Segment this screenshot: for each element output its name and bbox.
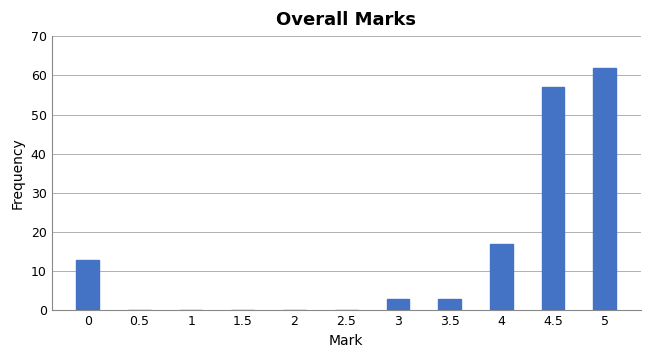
Bar <box>76 260 99 311</box>
Title: Overall Marks: Overall Marks <box>276 11 416 29</box>
Bar <box>387 299 409 311</box>
Bar <box>490 244 512 311</box>
Bar <box>542 87 565 311</box>
X-axis label: Mark: Mark <box>329 334 363 348</box>
Y-axis label: Frequency: Frequency <box>11 137 25 209</box>
Bar <box>593 67 616 311</box>
Bar <box>438 299 461 311</box>
